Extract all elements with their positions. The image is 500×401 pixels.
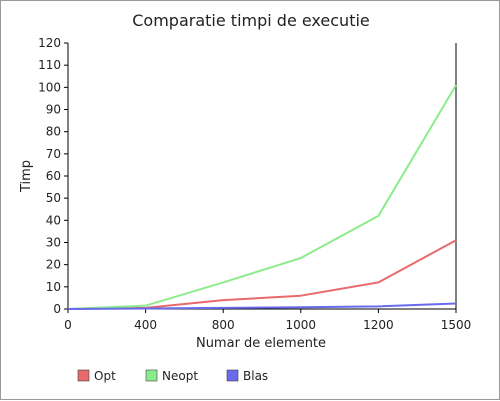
x-axis-label: Numar de elemente	[196, 336, 326, 351]
legend-label-opt: Opt	[94, 369, 116, 383]
y-tick-label: 30	[46, 236, 61, 250]
y-tick-label: 80	[46, 125, 61, 139]
legend-swatch-blas	[226, 369, 239, 382]
y-tick-label: 90	[46, 103, 61, 117]
y-tick-label: 100	[38, 80, 61, 94]
y-tick-label: 50	[46, 191, 61, 205]
legend-label-neopt: Neopt	[162, 369, 198, 383]
x-tick-label: 1200	[363, 318, 394, 332]
y-axis-ticks: 0 10 20 30 40 50 60 70 80 90 100 110 120	[38, 36, 68, 316]
x-tick-label: 400	[134, 318, 157, 332]
x-axis-ticks: 0 400 800 1000 1200 1500	[64, 309, 471, 332]
legend-label-blas: Blas	[243, 369, 268, 383]
y-tick-label: 120	[38, 36, 61, 50]
series-lines	[67, 84, 457, 310]
legend-swatch-neopt	[145, 369, 158, 382]
chart-title: Comparatie timpi de executie	[132, 11, 370, 30]
y-tick-label: 110	[38, 58, 61, 72]
legend-swatch-opt	[77, 369, 90, 382]
y-tick-label: 40	[46, 213, 61, 227]
series-line-neopt	[67, 84, 457, 310]
x-tick-label: 800	[212, 318, 235, 332]
series-line-blas	[67, 302, 457, 310]
x-tick-label: 1000	[286, 318, 317, 332]
y-tick-label: 70	[46, 147, 61, 161]
y-tick-label: 20	[46, 258, 61, 272]
x-tick-label: 0	[64, 318, 72, 332]
y-axis-label: Timp	[19, 160, 34, 193]
axes	[67, 43, 457, 310]
y-tick-label: 60	[46, 169, 61, 183]
y-tick-label: 10	[46, 280, 61, 294]
legend: Opt Neopt Blas	[77, 369, 268, 383]
x-tick-label: 1500	[441, 318, 472, 332]
y-tick-label: 0	[53, 302, 61, 316]
series-line-opt	[67, 239, 457, 310]
